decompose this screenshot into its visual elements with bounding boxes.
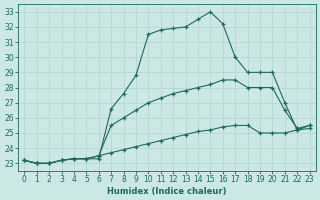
X-axis label: Humidex (Indice chaleur): Humidex (Indice chaleur) <box>107 187 227 196</box>
